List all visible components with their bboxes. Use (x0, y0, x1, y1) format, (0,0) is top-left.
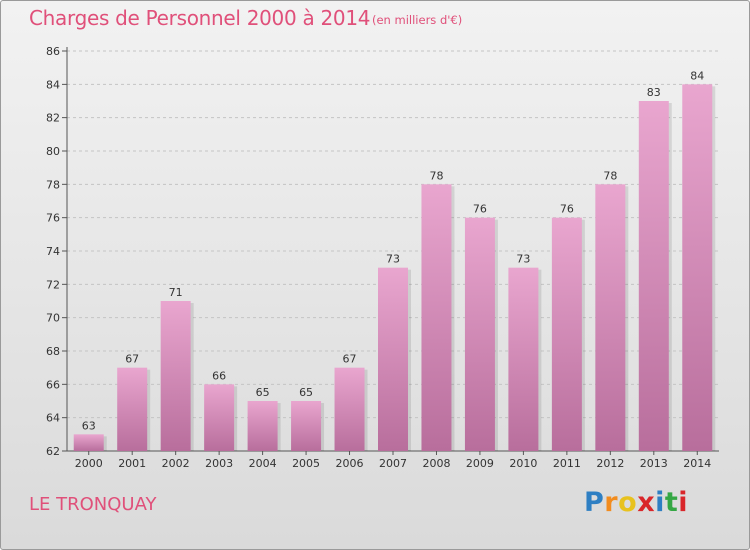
x-tick-label: 2000 (75, 457, 103, 470)
bar (291, 401, 322, 451)
data-label: 65 (256, 386, 270, 399)
data-label: 66 (212, 369, 226, 382)
y-tick-label: 64 (46, 412, 60, 425)
x-tick-label: 2002 (162, 457, 190, 470)
bar (638, 101, 669, 451)
bar-layer (73, 84, 716, 452)
y-tick-label: 70 (46, 312, 60, 325)
y-tick-label: 68 (46, 345, 60, 358)
logo-letter: r (604, 487, 619, 518)
x-tick-label: 2012 (596, 457, 624, 470)
logo-letter: t (664, 487, 679, 518)
logo-letter: i (655, 487, 665, 518)
x-tick-label: 2014 (683, 457, 711, 470)
bar (334, 367, 365, 451)
chart-title: Charges de Personnel 2000 à 2014 (29, 6, 371, 30)
x-tick-label: 2004 (249, 457, 277, 470)
bar (378, 267, 408, 451)
bar (551, 217, 582, 451)
x-tick-label: 2006 (336, 457, 364, 470)
y-tick-label: 82 (46, 112, 60, 125)
bar (117, 367, 148, 451)
data-label: 67 (343, 353, 357, 366)
x-tick-label: 2011 (553, 457, 581, 470)
y-tick-label: 84 (46, 78, 60, 91)
label-layer: 63 67 71 66 65 65 67 73 78 76 73 76 78 83 84 (82, 69, 705, 432)
x-tick-label: 2007 (379, 457, 407, 470)
bar (160, 301, 191, 451)
x-tick-label: 2003 (205, 457, 233, 470)
x-tick-label: 2008 (422, 457, 450, 470)
x-tick-label: 2001 (118, 457, 146, 470)
y-tick-label: 72 (46, 278, 60, 291)
logo-letter: x (637, 487, 656, 518)
chart-subtitle: (en milliers d'€) (372, 13, 463, 27)
data-label: 83 (647, 86, 661, 99)
data-label: 78 (429, 169, 443, 182)
data-label: 78 (603, 169, 617, 182)
data-label: 76 (560, 203, 574, 216)
x-tick-label: 2010 (509, 457, 537, 470)
proxiti-logo[interactable]: Proxiti (584, 487, 688, 518)
x-tick-label: 2009 (466, 457, 494, 470)
y-tick-label: 78 (46, 178, 60, 191)
bar (682, 84, 713, 451)
logo-letter: o (618, 487, 638, 518)
logo-letter: i (678, 487, 689, 518)
data-label: 67 (125, 353, 139, 366)
data-label: 63 (82, 419, 96, 432)
data-label: 71 (169, 286, 183, 299)
data-label: 73 (386, 253, 400, 266)
bar (421, 184, 452, 452)
bar (508, 267, 539, 451)
y-tick-label: 86 (46, 45, 60, 58)
x-tick-label: 2005 (292, 457, 320, 470)
data-label: 65 (299, 386, 313, 399)
y-tick-label: 62 (46, 445, 60, 458)
bar (464, 217, 495, 451)
x-tick-label: 2013 (640, 457, 668, 470)
y-tick-label: 66 (46, 378, 60, 391)
y-tick-label: 76 (46, 212, 60, 225)
bar (204, 384, 235, 451)
data-label: 84 (690, 69, 704, 82)
bar (247, 401, 278, 451)
y-tick-label: 80 (46, 145, 60, 158)
y-tick-label: 74 (46, 245, 60, 258)
data-label: 73 (516, 253, 530, 266)
data-label: 76 (473, 203, 487, 216)
commune-name: LE TRONQUAY (29, 494, 157, 515)
bar (595, 184, 626, 452)
bar (73, 434, 104, 451)
logo-letter: P (584, 487, 605, 518)
